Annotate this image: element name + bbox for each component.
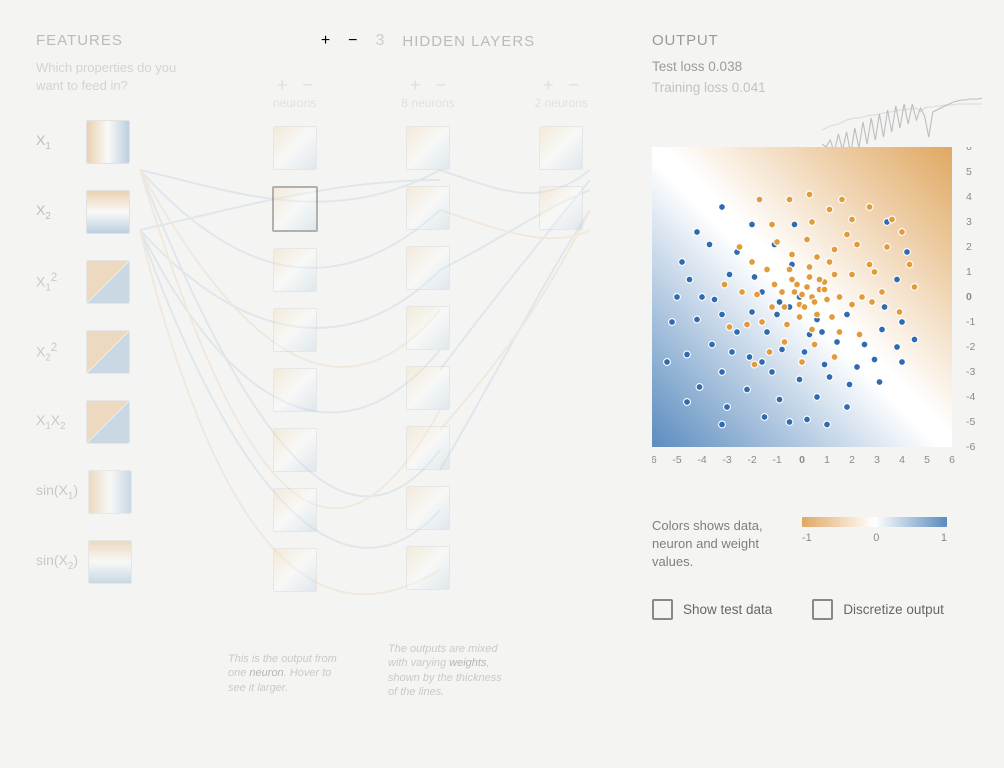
svg-text:-6: -6 [652, 454, 657, 466]
hidden-layers-title: HIDDEN LAYERS [402, 33, 535, 50]
feature-label: X2 [36, 202, 76, 222]
neuron-node[interactable] [273, 488, 317, 532]
feature-thumb [86, 400, 130, 444]
svg-text:-4: -4 [966, 391, 975, 403]
neuron-node[interactable] [406, 486, 450, 530]
neuron-count-label: 2 neurons [535, 96, 588, 110]
feature-item[interactable]: X12 [36, 260, 196, 304]
neuron-node[interactable] [406, 246, 450, 290]
svg-text:4: 4 [966, 191, 972, 203]
add-neuron-button[interactable]: + [408, 77, 423, 92]
neuron-node[interactable] [406, 426, 450, 470]
legend-text: Colors shows data, neuron and weight val… [652, 517, 802, 572]
feature-item[interactable]: X22 [36, 330, 196, 374]
svg-text:3: 3 [874, 454, 880, 466]
feature-item[interactable]: sin(X2) [36, 540, 196, 584]
remove-neuron-button[interactable]: − [300, 77, 315, 92]
test-loss-line: Test loss 0.038 [652, 57, 982, 78]
neuron-node[interactable] [272, 186, 318, 232]
neuron-node[interactable] [406, 366, 450, 410]
feature-label: X1 [36, 132, 76, 152]
neuron-node[interactable] [273, 428, 317, 472]
svg-text:2: 2 [966, 241, 972, 253]
neuron-node[interactable] [273, 308, 317, 352]
show-test-data-checkbox[interactable]: Show test data [652, 599, 772, 620]
svg-text:-5: -5 [672, 454, 681, 466]
neuron-node[interactable] [273, 368, 317, 412]
svg-text:1: 1 [824, 454, 830, 466]
neuron-node[interactable] [406, 126, 450, 170]
feature-item[interactable]: X2 [36, 190, 196, 234]
add-neuron-button[interactable]: + [274, 77, 289, 92]
features-description: Which properties do you want to feed in? [36, 59, 196, 94]
svg-text:4: 4 [899, 454, 905, 466]
feature-item[interactable]: X1X2 [36, 400, 196, 444]
svg-text:-3: -3 [722, 454, 731, 466]
feature-label: X1X2 [36, 412, 76, 432]
neuron-node[interactable] [273, 126, 317, 170]
feature-label: sin(X2) [36, 552, 78, 572]
feature-thumb [86, 120, 130, 164]
feature-item[interactable]: X1 [36, 120, 196, 164]
neuron-node[interactable] [273, 548, 317, 592]
neuron-count-label: 8 neurons [401, 96, 454, 110]
svg-text:5: 5 [966, 166, 972, 178]
output-decision-plot: -6 -6 -5 -5 -4 -4 -3 -3 -2 -2 -1 -1 0 0 1 1 2 2 3 3 4 4 5 5 6 6 [652, 147, 972, 467]
hidden-layer-column: + − neurons [228, 76, 361, 592]
svg-text:-4: -4 [697, 454, 706, 466]
neuron-node[interactable] [406, 306, 450, 350]
hidden-layers-count: 3 [376, 32, 385, 50]
feature-label: X22 [36, 341, 76, 363]
legend-gradient: -1 0 1 [802, 517, 982, 572]
add-layer-button[interactable]: + [321, 32, 330, 50]
neuron-callout: This is the output from one neuron. Hove… [228, 652, 348, 695]
features-panel: FEATURES Which properties do you want to… [36, 32, 196, 584]
discretize-output-checkbox[interactable]: Discretize output [812, 599, 944, 620]
features-title: FEATURES [36, 32, 196, 49]
svg-text:-3: -3 [966, 366, 975, 378]
feature-thumb [86, 260, 130, 304]
svg-text:-1: -1 [772, 454, 781, 466]
add-neuron-button[interactable]: + [541, 77, 556, 92]
feature-thumb [88, 470, 132, 514]
feature-thumb [86, 190, 130, 234]
output-panel: OUTPUT Test loss 0.038 Training loss 0.0… [652, 32, 982, 620]
feature-label: sin(X1) [36, 482, 78, 502]
remove-neuron-button[interactable]: − [433, 77, 448, 92]
output-title: OUTPUT [652, 32, 982, 49]
feature-thumb [86, 330, 130, 374]
feature-label: X12 [36, 271, 76, 293]
svg-text:5: 5 [924, 454, 930, 466]
svg-text:0: 0 [799, 454, 805, 466]
neuron-node[interactable] [539, 126, 583, 170]
svg-text:2: 2 [849, 454, 855, 466]
neuron-node[interactable] [406, 186, 450, 230]
remove-neuron-button[interactable]: − [566, 77, 581, 92]
hidden-layer-column: + − 2 neurons [495, 76, 628, 592]
svg-text:0: 0 [966, 291, 972, 303]
neuron-node[interactable] [406, 546, 450, 590]
svg-text:-5: -5 [966, 416, 975, 428]
feature-thumb [88, 540, 132, 584]
svg-text:-2: -2 [747, 454, 756, 466]
weights-callout: The outputs are mixed with varying weigh… [388, 642, 508, 699]
loss-history-chart [822, 82, 982, 152]
svg-text:6: 6 [949, 454, 955, 466]
remove-layer-button[interactable]: − [348, 32, 357, 50]
hidden-layers-panel: + − 3 HIDDEN LAYERS + − neurons + − 8 ne… [228, 32, 628, 592]
svg-text:-6: -6 [966, 441, 975, 453]
feature-item[interactable]: sin(X1) [36, 470, 196, 514]
neuron-node[interactable] [273, 248, 317, 292]
neuron-count-label: neurons [273, 96, 316, 110]
hidden-layer-column: + − 8 neurons [361, 76, 494, 592]
svg-text:-2: -2 [966, 341, 975, 353]
svg-text:6: 6 [966, 147, 972, 153]
svg-text:3: 3 [966, 216, 972, 228]
svg-text:-1: -1 [966, 316, 975, 328]
svg-text:1: 1 [966, 266, 972, 278]
neuron-node[interactable] [539, 186, 583, 230]
